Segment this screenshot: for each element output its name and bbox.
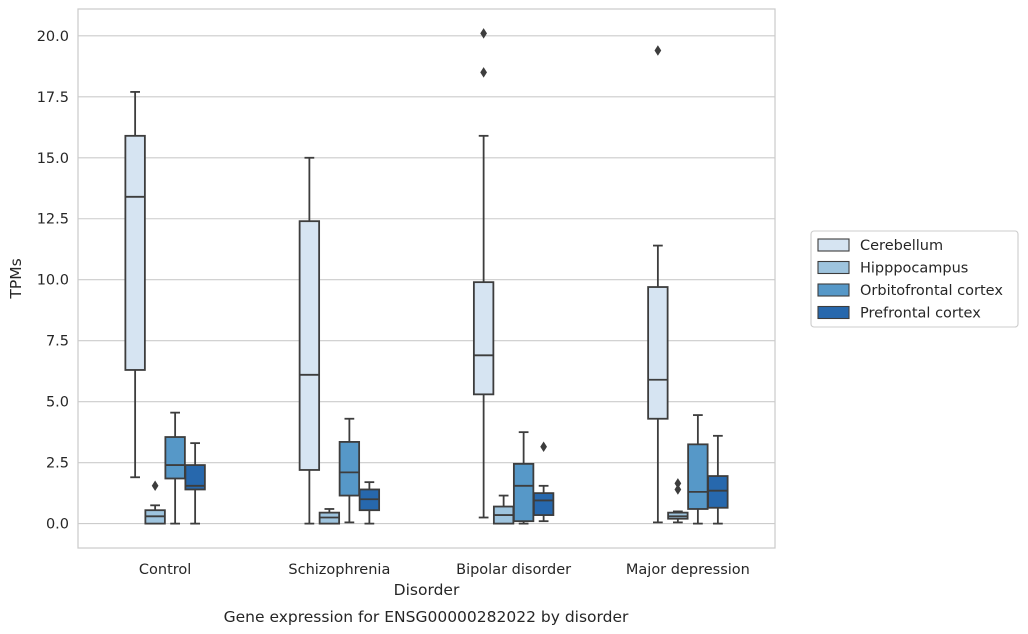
y-tick-label: 10.0 [37, 273, 69, 289]
y-tick-label: 7.5 [46, 334, 69, 350]
iqr-box [687, 443, 709, 510]
iqr-box [707, 475, 729, 509]
iqr-box [124, 134, 146, 371]
outlier-point [674, 484, 682, 495]
outlier-point [151, 480, 159, 492]
iqr-box [298, 220, 321, 471]
box-orbitofrontal-cortex [338, 417, 361, 524]
box-plot-area [124, 28, 729, 525]
y-tick-label: 0.0 [46, 517, 69, 533]
iqr-box [647, 286, 669, 420]
box-prefrontal-cortex [184, 442, 206, 525]
plot-frame [77, 8, 776, 549]
x-tick-label: Control [139, 562, 191, 578]
legend-frame [810, 230, 1019, 328]
x-tick-label: Schizophrenia [288, 562, 390, 578]
x-tick-label: Bipolar disorder [456, 562, 571, 578]
box-cerebellum [647, 45, 669, 524]
y-tick-label: 17.5 [37, 90, 69, 106]
legend-label: Hipppocampus [860, 261, 968, 277]
outlier-point [480, 67, 487, 78]
iqr-box [164, 436, 186, 480]
outlier-point [674, 478, 682, 489]
box-hipppocampus [492, 494, 515, 525]
y-tick-label: 15.0 [37, 151, 69, 167]
box-hipppocampus [144, 480, 166, 525]
box-cerebellum [472, 28, 495, 519]
legend-label: Prefrontal cortex [860, 306, 981, 322]
box-hipppocampus [318, 508, 341, 525]
box-prefrontal-cortex [532, 441, 555, 523]
x-axis-title: Disorder [394, 581, 460, 599]
x-tick-label: Major depression [626, 562, 750, 578]
legend-swatch [817, 238, 850, 252]
iqr-box [512, 462, 535, 523]
iqr-box [338, 441, 361, 497]
legend-swatch [817, 305, 850, 320]
legend: Cerebellum Hipppocampus Orbitofrontal cort… [810, 230, 1019, 328]
y-tick-label: 2.5 [46, 456, 69, 472]
box-orbitofrontal-cortex [512, 431, 535, 525]
legend-swatch [817, 283, 850, 297]
chart-caption: Gene expression for ENSG00000282022 by d… [224, 608, 629, 626]
box-prefrontal-cortex [707, 434, 729, 525]
iqr-box [472, 281, 495, 396]
y-tick-label: 20.0 [37, 29, 69, 45]
outlier-point [654, 45, 662, 56]
y-tick-label: 12.5 [37, 212, 69, 228]
box-orbitofrontal-cortex [164, 411, 186, 525]
legend-label: Cerebellum [860, 238, 943, 254]
box-hipppocampus [667, 478, 689, 524]
y-axis-title: TPMs [7, 258, 25, 299]
outlier-point [480, 28, 487, 39]
iqr-box [184, 464, 206, 491]
gridlines [78, 35, 775, 525]
box-orbitofrontal-cortex [687, 414, 709, 525]
box-cerebellum [298, 156, 321, 525]
box-cerebellum [124, 91, 146, 479]
outlier-point [540, 441, 547, 453]
y-tick-label: 5.0 [46, 395, 69, 411]
axis-ticks: 0.0 2.5 5.0 7.5 10.0 12.5 15.0 17.5 20.0 Control S… [37, 29, 750, 578]
box-prefrontal-cortex [358, 481, 381, 525]
legend-swatch [817, 260, 850, 275]
iqr-box [532, 492, 555, 516]
legend-label: Orbitofrontal cortex [860, 283, 1003, 299]
